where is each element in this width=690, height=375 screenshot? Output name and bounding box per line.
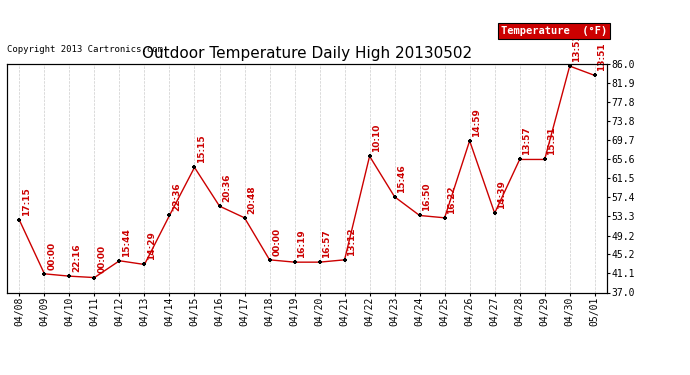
Point xyxy=(564,63,575,69)
Text: 14:59: 14:59 xyxy=(473,108,482,136)
Text: 16:22: 16:22 xyxy=(447,185,456,214)
Point xyxy=(389,194,400,200)
Text: 14:29: 14:29 xyxy=(147,231,156,260)
Text: 13:57: 13:57 xyxy=(522,126,531,155)
Point xyxy=(289,259,300,265)
Point xyxy=(139,261,150,267)
Text: Temperature  (°F): Temperature (°F) xyxy=(501,26,607,36)
Text: 13:51: 13:51 xyxy=(573,33,582,62)
Text: 15:31: 15:31 xyxy=(547,127,556,155)
Text: 16:57: 16:57 xyxy=(322,229,331,258)
Text: 22:36: 22:36 xyxy=(172,183,181,211)
Point xyxy=(514,156,525,162)
Text: 22:16: 22:16 xyxy=(72,243,81,272)
Text: 13:51: 13:51 xyxy=(598,43,607,71)
Point xyxy=(214,203,225,209)
Point xyxy=(39,271,50,277)
Point xyxy=(239,215,250,221)
Point xyxy=(114,258,125,264)
Text: 00:00: 00:00 xyxy=(97,245,106,273)
Point xyxy=(414,213,425,219)
Point xyxy=(189,164,200,170)
Text: 16:19: 16:19 xyxy=(297,229,306,258)
Point xyxy=(539,156,550,162)
Point xyxy=(339,257,350,263)
Text: 15:15: 15:15 xyxy=(197,135,206,163)
Point xyxy=(164,213,175,219)
Point xyxy=(314,259,325,265)
Text: 00:00: 00:00 xyxy=(47,242,56,270)
Point xyxy=(589,72,600,78)
Point xyxy=(64,273,75,279)
Text: 00:00: 00:00 xyxy=(273,228,282,256)
Text: 10:10: 10:10 xyxy=(373,124,382,152)
Point xyxy=(489,210,500,216)
Text: 15:44: 15:44 xyxy=(122,228,131,256)
Text: 14:39: 14:39 xyxy=(497,180,506,209)
Point xyxy=(364,153,375,159)
Title: Outdoor Temperature Daily High 20130502: Outdoor Temperature Daily High 20130502 xyxy=(142,46,472,61)
Text: 20:48: 20:48 xyxy=(247,185,256,214)
Text: 15:46: 15:46 xyxy=(397,164,406,193)
Point xyxy=(14,217,25,223)
Text: 17:15: 17:15 xyxy=(22,187,31,216)
Text: Copyright 2013 Cartronics.com: Copyright 2013 Cartronics.com xyxy=(7,45,163,54)
Point xyxy=(89,274,100,280)
Text: 13:12: 13:12 xyxy=(347,227,356,256)
Point xyxy=(439,215,450,221)
Point xyxy=(264,257,275,263)
Point xyxy=(464,138,475,144)
Text: 20:36: 20:36 xyxy=(222,174,231,202)
Text: 16:50: 16:50 xyxy=(422,183,431,211)
